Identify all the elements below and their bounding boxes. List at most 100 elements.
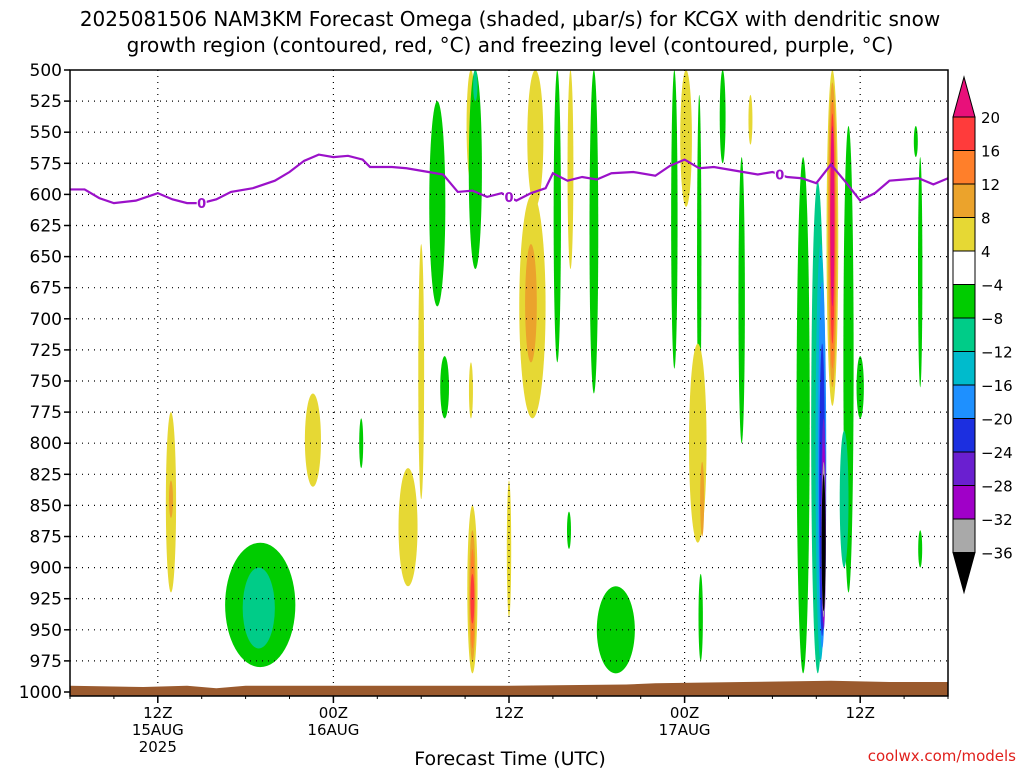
omega-cell (527, 70, 544, 207)
omega-cell (918, 157, 923, 388)
y-tick-label: 850 (30, 496, 62, 516)
colorbar-segment (952, 451, 976, 486)
freezing-level-label: 0 (504, 191, 513, 206)
omega-cell (473, 70, 478, 102)
y-tick-label: 750 (30, 372, 62, 392)
colorbar-bottom-triangle (952, 552, 976, 595)
colorbar-label: 8 (981, 210, 991, 228)
x-tick-date: 15AUG (132, 721, 184, 739)
colorbar-label: 16 (981, 143, 1000, 161)
y-tick-label: 650 (30, 248, 62, 268)
y-tick-label: 675 (30, 279, 62, 299)
colorbar-label: 12 (981, 176, 1000, 194)
x-tick-year: 2025 (139, 738, 177, 756)
x-tick-label: 12Z (846, 704, 875, 722)
freezing-level-label: 0 (775, 168, 784, 183)
y-axis: 500 525 550 575 600 625 650 675 700 725 750 775 800 8… (19, 61, 70, 703)
credit-label: coolwx.com/models (868, 747, 1016, 765)
colorbar-label: 4 (981, 243, 991, 261)
y-tick-label: 700 (30, 310, 62, 330)
freezing-level-label-bg (196, 195, 207, 210)
terrain-layer (70, 680, 948, 696)
omega-cell (304, 393, 321, 487)
colorbar-label: −4 (981, 277, 1003, 295)
omega-cell (553, 70, 561, 363)
y-tick-label: 975 (30, 652, 62, 672)
freezing-level-label-bg (504, 188, 514, 203)
colorbar-segment (952, 384, 976, 419)
y-tick-label: 875 (30, 528, 62, 548)
colorbar-label: −24 (981, 444, 1013, 462)
y-tick-label: 800 (30, 434, 62, 454)
colorbar-segment (952, 150, 976, 185)
omega-cell (697, 94, 702, 425)
y-tick-label: 900 (30, 559, 62, 579)
colorbar-segment (952, 284, 976, 319)
omega-cell (796, 157, 810, 674)
omega-cell (567, 70, 574, 270)
colorbar-label: 20 (981, 109, 1000, 127)
colorbar-segment (952, 418, 976, 453)
chart-title-line2: growth region (contoured, red, °C) and f… (127, 33, 894, 57)
omega-cell (913, 125, 918, 158)
omega-cell (429, 101, 446, 307)
omega-cell (589, 70, 599, 394)
omega-cell (719, 70, 726, 164)
freezing-level-layer: 0 0 0 (70, 153, 949, 212)
y-tick-label: 500 (30, 61, 62, 81)
omega-cell (359, 418, 364, 469)
y-tick-label: 600 (30, 185, 62, 205)
omega-cell (525, 244, 537, 363)
surface-terrain (70, 680, 948, 696)
colorbar-segment (952, 250, 976, 285)
omega-cell (398, 468, 418, 587)
y-tick-label: 525 (30, 92, 62, 112)
y-tick-label: 925 (30, 590, 62, 610)
omega-shading-layer (165, 70, 923, 674)
colorbar-top-triangle (952, 75, 976, 118)
colorbar-label: −36 (981, 545, 1013, 563)
x-tick-label: 12Z (143, 704, 172, 722)
omega-cell (566, 511, 571, 549)
colorbar-segment (952, 116, 976, 151)
y-tick-label: 775 (30, 403, 62, 423)
colorbar-label: −16 (981, 377, 1013, 395)
chart-title-line1: 2025081506 NAM3KM Forecast Omega (shaded… (80, 7, 940, 31)
colorbar-segment (952, 485, 976, 520)
x-tick-label: 12Z (494, 704, 523, 722)
omega-cell (168, 480, 173, 518)
colorbar-segment (952, 183, 976, 218)
freezing-level-label: 0 (197, 197, 206, 212)
omega-cell (680, 70, 692, 207)
omega-cell (468, 70, 482, 270)
omega-cell (856, 356, 864, 419)
omega-cell (748, 94, 753, 145)
colorbar-label: −28 (981, 478, 1013, 496)
omega-cell (596, 586, 635, 674)
colorbar-label: −20 (981, 411, 1013, 429)
colorbar-segment (952, 317, 976, 352)
y-tick-label: 950 (30, 621, 62, 641)
omega-cell (830, 125, 835, 307)
x-tick-date: 17AUG (659, 721, 711, 739)
y-tick-label: 550 (30, 123, 62, 143)
colorbar: 20 16 12 8 4 −4 −8 −12 −16 −20 −24 −28 −32 −36 (952, 75, 1013, 595)
omega-cell (671, 70, 678, 369)
y-tick-label: 1000 (19, 683, 62, 703)
x-tick-label: 00Z (670, 704, 699, 722)
x-axis-label: Forecast Time (UTC) (414, 748, 605, 768)
freezing-level-label-bg (774, 166, 785, 181)
omega-cell (506, 480, 512, 618)
colorbar-label: −32 (981, 511, 1013, 529)
y-tick-label: 825 (30, 465, 62, 485)
omega-cell (918, 530, 923, 568)
omega-cell (468, 362, 473, 419)
plot-area: 0 0 0 (69, 69, 949, 697)
colorbar-label: −8 (981, 310, 1003, 328)
colorbar-label: −12 (981, 344, 1013, 362)
y-tick-label: 575 (30, 154, 62, 174)
colorbar-segment (952, 351, 976, 386)
omega-cell (738, 157, 745, 444)
